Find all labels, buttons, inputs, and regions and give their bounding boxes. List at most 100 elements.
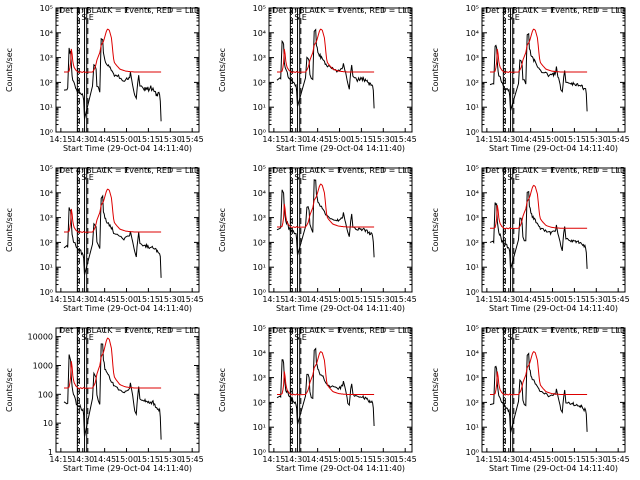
plot-frame xyxy=(268,7,413,133)
y-tick-label: 10⁵ xyxy=(40,164,53,173)
x-tick-label: 15:30 xyxy=(372,455,395,464)
x-axis-label: Start Time (29-Oct-04 14:11:40) xyxy=(276,144,405,153)
x-tick-label: 15:45 xyxy=(607,455,630,464)
y-tick-label: 10² xyxy=(253,78,266,87)
x-tick-label: 14:15 xyxy=(262,295,285,304)
marker-letter: E xyxy=(515,13,520,22)
x-tick-label: 15:30 xyxy=(159,455,182,464)
y-tick-label: 10³ xyxy=(466,54,479,63)
x-tick-label: 15:30 xyxy=(372,295,395,304)
lld-series-line xyxy=(277,350,375,396)
plot-frame xyxy=(481,327,626,453)
marker-letter: S xyxy=(507,173,512,182)
x-tick-label: 14:15 xyxy=(262,135,285,144)
y-tick-label: 10⁴ xyxy=(466,349,479,358)
x-tick-label: 14:45 xyxy=(519,455,542,464)
x-tick-label: 15:45 xyxy=(394,295,417,304)
y-tick-label: 10² xyxy=(466,398,479,407)
y-tick-label: 10³ xyxy=(466,374,479,383)
x-tick-label: 14:45 xyxy=(519,135,542,144)
lld-series-line xyxy=(277,28,375,74)
x-tick-label: 15:45 xyxy=(181,455,204,464)
x-tick-label: 14:15 xyxy=(475,135,498,144)
y-tick-label: 10⁴ xyxy=(40,29,53,38)
x-tick-label: 15:00 xyxy=(328,455,351,464)
marker-letter: S xyxy=(294,13,299,22)
y-tick-label: 10⁰ xyxy=(253,448,266,457)
y-tick-label: 10⁵ xyxy=(466,324,479,333)
x-tick-label: 14:30 xyxy=(497,295,520,304)
x-tick-label: 15:30 xyxy=(585,135,608,144)
marker-letter: E xyxy=(515,333,520,342)
x-tick-label: 15:30 xyxy=(159,135,182,144)
y-tick-label: 10⁰ xyxy=(466,288,479,297)
x-tick-label: 14:15 xyxy=(475,295,498,304)
plot-frame xyxy=(55,7,200,133)
x-tick-label: 14:45 xyxy=(306,135,329,144)
y-axis-label: Counts/sec xyxy=(5,368,14,412)
y-tick-label: 10⁰ xyxy=(40,128,53,137)
panel-title: Det 6: BLACK = Events, RED = LLD xyxy=(485,166,626,175)
x-axis-label: Start Time (29-Oct-04 14:11:40) xyxy=(63,464,192,473)
lld-series-line xyxy=(490,28,588,74)
x-tick-label: 15:00 xyxy=(541,135,564,144)
x-tick-label: 14:30 xyxy=(497,455,520,464)
y-tick-label: 10⁴ xyxy=(466,29,479,38)
y-tick-label: 10² xyxy=(40,78,53,87)
y-tick-label: 10³ xyxy=(40,54,53,63)
plot-frame xyxy=(481,7,626,133)
events-series-line xyxy=(276,28,375,109)
y-axis-label: Counts/sec xyxy=(431,368,440,412)
marker-letter: E xyxy=(89,13,94,22)
y-tick-label: 10⁴ xyxy=(253,189,266,198)
y-tick-label: 10² xyxy=(253,398,266,407)
x-tick-label: 15:15 xyxy=(563,295,586,304)
y-tick-label: 10⁵ xyxy=(466,164,479,173)
x-axis-label: Start Time (29-Oct-04 14:11:40) xyxy=(489,464,618,473)
y-tick-label: 10² xyxy=(253,238,266,247)
lld-series-line xyxy=(277,183,375,229)
y-tick-label: 10⁴ xyxy=(253,29,266,38)
x-tick-label: 14:30 xyxy=(284,135,307,144)
y-tick-label: 10⁵ xyxy=(253,324,266,333)
marker-letter: E xyxy=(302,333,307,342)
plot-frame xyxy=(55,327,200,453)
y-tick-label: 10¹ xyxy=(40,103,53,112)
x-tick-label: 15:00 xyxy=(328,135,351,144)
x-tick-label: 15:45 xyxy=(607,135,630,144)
x-tick-label: 15:30 xyxy=(585,295,608,304)
x-tick-label: 15:00 xyxy=(115,455,138,464)
detector-panel-6: Det 6: BLACK = Events, RED = LLD 14:1514:… xyxy=(431,164,630,313)
marker-letter: E xyxy=(89,333,94,342)
x-tick-label: 15:15 xyxy=(563,455,586,464)
panel-title: Det 1: BLACK = Events, RED = LLD xyxy=(59,6,200,15)
y-tick-label: 10² xyxy=(40,238,53,247)
y-tick-label: 10² xyxy=(466,78,479,87)
marker-letter: S xyxy=(294,333,299,342)
y-tick-label: 1000 xyxy=(33,361,53,370)
y-tick-label: 10² xyxy=(466,238,479,247)
x-axis-label: Start Time (29-Oct-04 14:11:40) xyxy=(489,144,618,153)
y-tick-label: 10⁰ xyxy=(253,288,266,297)
x-tick-label: 15:45 xyxy=(181,295,204,304)
y-tick-label: 10⁴ xyxy=(466,189,479,198)
events-series-line xyxy=(489,352,588,434)
marker-letter: E xyxy=(89,173,94,182)
plot-frame xyxy=(55,167,200,293)
x-tick-label: 14:15 xyxy=(475,455,498,464)
events-series-line xyxy=(276,347,375,427)
plot-frame xyxy=(268,327,413,453)
x-tick-label: 15:45 xyxy=(394,135,417,144)
x-axis-label: Start Time (29-Oct-04 14:11:40) xyxy=(489,304,618,313)
x-tick-label: 15:00 xyxy=(541,295,564,304)
x-tick-label: 15:15 xyxy=(563,135,586,144)
x-tick-label: 15:15 xyxy=(137,295,160,304)
x-tick-label: 14:15 xyxy=(262,455,285,464)
y-tick-label: 10⁴ xyxy=(40,189,53,198)
y-tick-label: 10³ xyxy=(253,214,266,223)
marker-letter: S xyxy=(81,333,86,342)
y-tick-label: 10¹ xyxy=(40,263,53,272)
x-tick-label: 14:45 xyxy=(93,295,116,304)
y-tick-label: 10⁰ xyxy=(466,128,479,137)
marker-letter: S xyxy=(294,173,299,182)
